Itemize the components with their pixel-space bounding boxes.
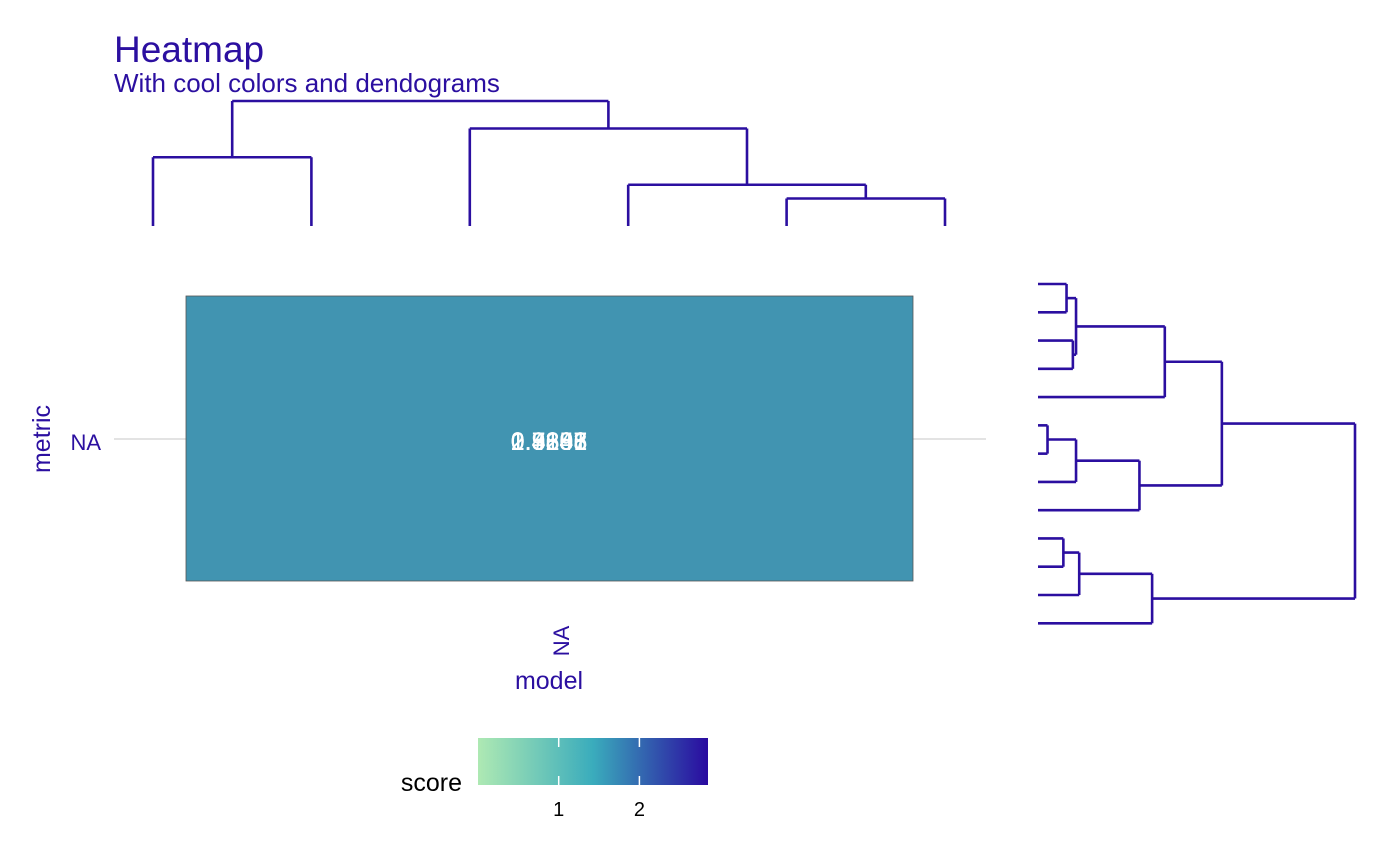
cell-label-overplot: 0.5288 1.7303 2.4196 0.9851 1.3647 [511,428,587,456]
legend-colorbar [478,738,708,785]
x-tick-label: NA [549,625,574,656]
legend-tick-label: 1 [553,799,564,821]
chart-subtitle: With cool colors and dendograms [114,68,500,98]
x-axis-label: model [515,667,583,695]
heatmap-tile [185,295,914,582]
cell-label: 1.3647 [511,428,587,456]
cell-label: 2.4196 [511,428,587,456]
cell-label: 0.5288 [511,428,587,456]
y-axis-label: metric [28,405,56,473]
legend-title: score [401,769,462,797]
y-tick-label: NA [70,430,101,455]
top-dendrogram [151,99,947,226]
cell-label: 0.9851 [511,428,587,456]
right-dendrogram [1038,282,1357,625]
chart-title: Heatmap [114,29,264,70]
cell-label: 1.7303 [511,428,587,456]
legend-tick-label: 2 [634,799,645,821]
